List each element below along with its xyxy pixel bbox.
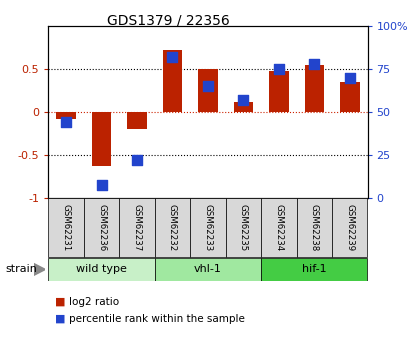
Text: GSM62235: GSM62235 <box>239 204 248 251</box>
Text: vhl-1: vhl-1 <box>194 265 222 274</box>
Point <box>169 54 176 60</box>
Text: hif-1: hif-1 <box>302 265 327 274</box>
Text: ■: ■ <box>55 314 65 324</box>
Text: wild type: wild type <box>76 265 127 274</box>
Bar <box>332 198 368 257</box>
Bar <box>48 198 84 257</box>
Bar <box>155 258 261 281</box>
Text: GSM62234: GSM62234 <box>274 204 284 251</box>
Text: GSM62232: GSM62232 <box>168 204 177 251</box>
Point <box>98 182 105 187</box>
Bar <box>226 198 261 257</box>
Text: strain: strain <box>5 265 37 274</box>
Bar <box>269 71 289 112</box>
Bar <box>84 198 119 257</box>
Bar <box>155 198 190 257</box>
Bar <box>198 69 218 112</box>
Bar <box>297 198 332 257</box>
Bar <box>163 50 182 112</box>
Bar <box>48 258 155 281</box>
Point <box>63 120 69 125</box>
Bar <box>234 102 253 112</box>
Point <box>311 61 318 67</box>
Text: GSM62231: GSM62231 <box>62 204 71 251</box>
Point <box>205 83 211 89</box>
Bar <box>56 112 76 119</box>
Point <box>346 75 353 80</box>
Text: ■: ■ <box>55 297 65 307</box>
Text: GSM62233: GSM62233 <box>203 204 213 251</box>
Text: percentile rank within the sample: percentile rank within the sample <box>69 314 245 324</box>
Text: GSM62236: GSM62236 <box>97 204 106 251</box>
Bar <box>119 198 155 257</box>
Point <box>134 158 140 163</box>
Bar <box>190 198 226 257</box>
Text: GSM62237: GSM62237 <box>132 204 142 251</box>
Point <box>240 97 247 103</box>
Text: GSM62238: GSM62238 <box>310 204 319 251</box>
Text: GSM62239: GSM62239 <box>345 204 354 251</box>
Bar <box>340 82 360 112</box>
Bar <box>304 65 324 112</box>
Polygon shape <box>34 264 45 275</box>
Point <box>276 66 282 72</box>
Text: GDS1379 / 22356: GDS1379 / 22356 <box>107 13 229 27</box>
Bar <box>92 112 111 166</box>
Bar <box>261 198 297 257</box>
Bar <box>127 112 147 129</box>
Bar <box>261 258 368 281</box>
Text: log2 ratio: log2 ratio <box>69 297 119 307</box>
